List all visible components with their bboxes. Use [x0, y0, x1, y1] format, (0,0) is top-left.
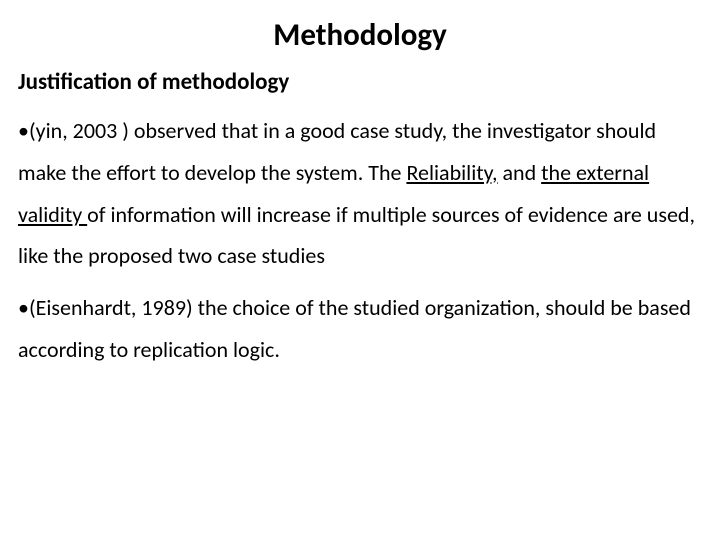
bullet-2-text: (Eisenhardt, 1989) the choice of the stu… [18, 294, 691, 363]
slide-subtitle: Justification of methodology [18, 68, 702, 96]
bullet-marker: • [18, 117, 29, 144]
slide-title: Methodology [18, 16, 702, 54]
bullet-marker: • [18, 294, 29, 321]
slide: Methodology Justification of methodology… [0, 0, 720, 540]
bullet-1-underline-reliability: Reliability, [406, 159, 497, 186]
bullet-1: •(yin, 2003 ) observed that in a good ca… [18, 110, 702, 277]
bullet-1-text-b: and [498, 159, 542, 186]
bullet-2: •(Eisenhardt, 1989) the choice of the st… [18, 287, 702, 371]
bullet-1-text-c: of information will increase if multiple… [18, 201, 695, 270]
